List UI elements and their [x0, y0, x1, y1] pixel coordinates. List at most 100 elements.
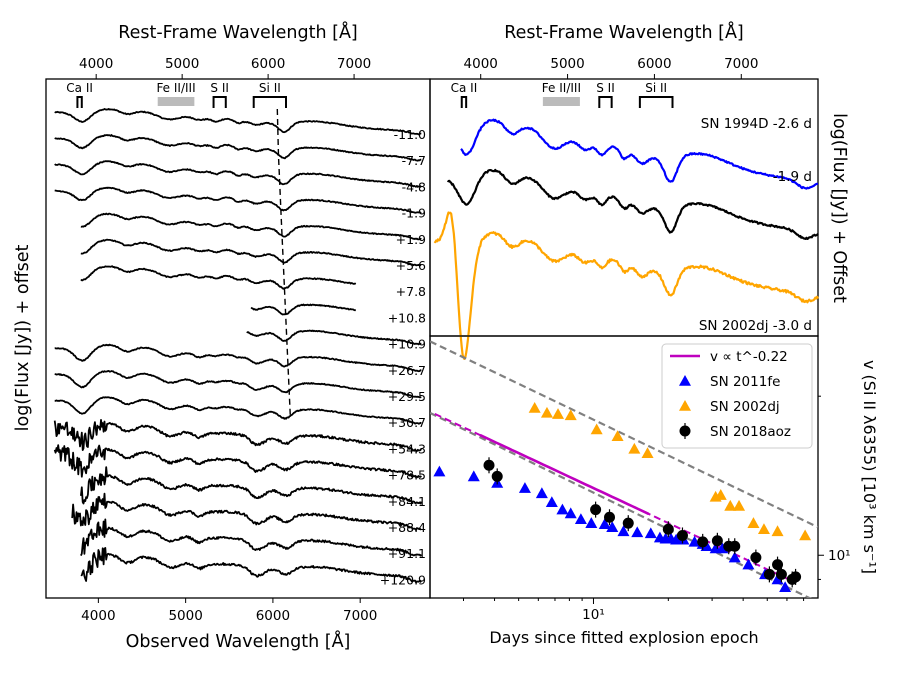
data-point-2018aoz	[604, 511, 616, 523]
legend-label: SN 2011fe	[710, 374, 780, 390]
x-tick-label: 6000	[256, 608, 290, 624]
data-point-2018aoz	[622, 517, 634, 529]
epoch-label: +78.5	[388, 468, 426, 483]
epoch-label: +5.6	[396, 258, 426, 273]
x-top-tick-label: 7000	[337, 56, 371, 72]
bottom-right-axes-frame	[429, 335, 819, 599]
spectrum-line	[250, 303, 356, 316]
data-point-2011fe	[556, 503, 569, 515]
data-point-2011fe	[617, 525, 630, 537]
data-point-2018aoz	[676, 529, 688, 541]
line-marker-bracket	[598, 96, 613, 108]
data-point-2002dj	[611, 430, 624, 442]
x-top-tick-label: 5000	[550, 56, 584, 72]
line-marker-label: S II	[210, 81, 229, 95]
legend-label: SN 2002dj	[710, 399, 780, 415]
x-top-tick-label: 5000	[165, 56, 199, 72]
series-label: SN 2002dj -3.0 d	[699, 318, 812, 334]
data-point-2011fe	[631, 526, 644, 538]
data-point-2018aoz	[491, 470, 503, 482]
epoch-label: +84.1	[388, 494, 426, 509]
legend-circle-swatch	[679, 425, 691, 437]
y-axis-label: log(Flux [Jy]) + offset	[13, 244, 33, 431]
data-point-2002dj	[590, 423, 603, 435]
x-tick-label: 5000	[168, 608, 202, 624]
data-point-2011fe	[433, 465, 446, 477]
line-marker-bar	[542, 97, 580, 106]
x-top-tick-label: 7000	[724, 56, 758, 72]
data-point-2018aoz	[483, 459, 495, 471]
line-marker-label: Fe II/III	[542, 81, 581, 95]
data-point-2002dj	[714, 489, 727, 500]
data-point-2011fe	[728, 551, 741, 563]
comparison-spectrum-line	[446, 168, 819, 240]
x-tick-label: 4000	[81, 608, 115, 624]
legend-label: v ∝ t^-0.22	[710, 349, 788, 365]
data-point-2011fe	[742, 558, 755, 570]
line-marker-label: Ca II	[451, 81, 478, 95]
line-marker-label: Fe II/III	[156, 81, 195, 95]
spectrum-line	[54, 370, 422, 399]
spectrum-line	[54, 108, 422, 136]
data-point-2018aoz	[763, 568, 775, 580]
y-axis-label: v (Si II λ6355) [10³ km s⁻¹]	[860, 360, 879, 574]
data-point-2011fe	[598, 518, 611, 529]
epoch-label: +26.7	[388, 363, 426, 378]
data-point-2002dj	[641, 447, 654, 459]
epoch-label: -4.8	[402, 179, 426, 194]
line-marker-bracket	[252, 96, 287, 108]
top-axis-label: Rest-Frame Wavelength [Å]	[118, 21, 358, 43]
data-point-2002dj	[528, 401, 541, 413]
data-point-2002dj	[799, 529, 812, 541]
data-point-2011fe	[644, 527, 657, 539]
data-point-2018aoz	[729, 540, 741, 552]
data-point-2011fe	[467, 470, 480, 482]
x-top-tick-label: 6000	[251, 56, 285, 72]
x-top-tick-label: 4000	[464, 56, 498, 72]
series-label: -1.9 d	[773, 169, 812, 185]
epoch-label: -11.0	[394, 127, 426, 142]
epoch-label: +7.8	[396, 284, 426, 299]
comparison-spectrum-line	[460, 118, 819, 190]
data-point-2011fe	[585, 517, 598, 528]
left-panel: -11.0 -7.7 -4.8 -1.9 +1.9 +5.6 +7.8 +10.8 +10.9 +…	[13, 21, 431, 652]
epoch-label: +91.1	[388, 546, 426, 561]
plot-area	[430, 340, 818, 598]
legend-triangle-swatch	[679, 375, 691, 386]
line-marker-bracket	[638, 96, 674, 108]
spectrum-line	[246, 329, 422, 346]
data-point-2002dj	[628, 442, 641, 454]
x-top-tick-label: 6000	[637, 56, 671, 72]
data-point-2011fe	[518, 482, 531, 493]
spectrum-line	[80, 518, 423, 557]
spectrum-line	[80, 238, 422, 267]
epoch-label: +1.9	[396, 232, 426, 247]
epoch-label: -1.9	[402, 206, 426, 221]
spectrum-line	[80, 466, 423, 505]
data-point-2002dj	[747, 517, 760, 528]
data-point-2018aoz	[697, 536, 709, 548]
spectrum-line	[54, 134, 422, 162]
epoch-label: +29.5	[388, 389, 426, 404]
series-label: SN 1994D -2.6 d	[701, 116, 812, 132]
x-axis-label: Days since fitted explosion epoch	[489, 628, 758, 647]
data-point-2011fe	[574, 513, 587, 525]
y-axis-label: log(Flux [Jy]) + Offset	[829, 113, 849, 303]
comparison-spectrum-line	[433, 211, 819, 360]
x-tick-label: 7000	[343, 608, 377, 624]
epoch-label: +10.8	[388, 310, 426, 325]
line-marker-label: S II	[596, 81, 615, 95]
data-point-2018aoz	[790, 571, 802, 583]
bottom-right-panel: 10¹ 10¹ Days since fitted explosion epoch v…	[429, 335, 879, 647]
data-point-2018aoz	[775, 568, 787, 580]
line-marker-label: Si II	[259, 81, 281, 95]
bound-line	[430, 411, 812, 598]
line-marker-label: Si II	[645, 81, 667, 95]
data-point-2018aoz	[772, 559, 784, 571]
data-point-2011fe	[771, 573, 784, 585]
power-law-fit	[479, 433, 650, 516]
epoch-label: +54.3	[388, 441, 426, 456]
legend-triangle-swatch	[679, 400, 691, 411]
epoch-label: +120.9	[380, 572, 426, 587]
